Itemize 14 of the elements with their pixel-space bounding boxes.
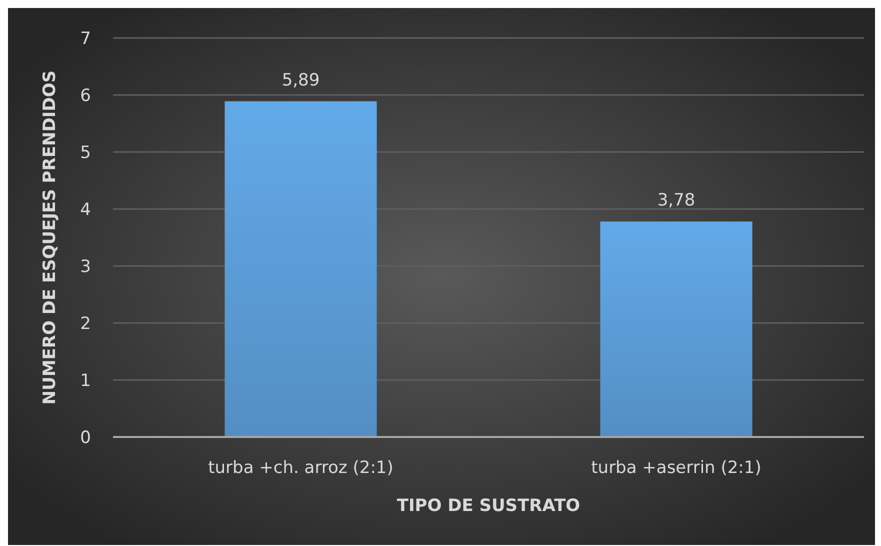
y-tick-label: 0 <box>80 428 91 448</box>
y-tick-label: 1 <box>80 370 91 391</box>
x-tick-label: turba +ch. arroz (2:1) <box>208 458 394 478</box>
y-tick-label: 6 <box>80 86 91 106</box>
data-label: 5,89 <box>282 70 320 90</box>
y-tick-label: 4 <box>80 200 91 220</box>
data-label: 3,78 <box>657 190 696 211</box>
y-tick-label: 2 <box>80 314 91 334</box>
x-tick-label: turba +aserrin (2:1) <box>591 458 762 478</box>
y-tick-label: 3 <box>80 256 91 277</box>
y-tick-label: 5 <box>80 142 91 163</box>
y-axis-title: NUMERO DE ESQUEJES PRENDIDOS <box>40 70 60 405</box>
x-axis-title: TIPO DE SUSTRATO <box>396 496 580 516</box>
y-tick-label: 7 <box>80 28 91 49</box>
